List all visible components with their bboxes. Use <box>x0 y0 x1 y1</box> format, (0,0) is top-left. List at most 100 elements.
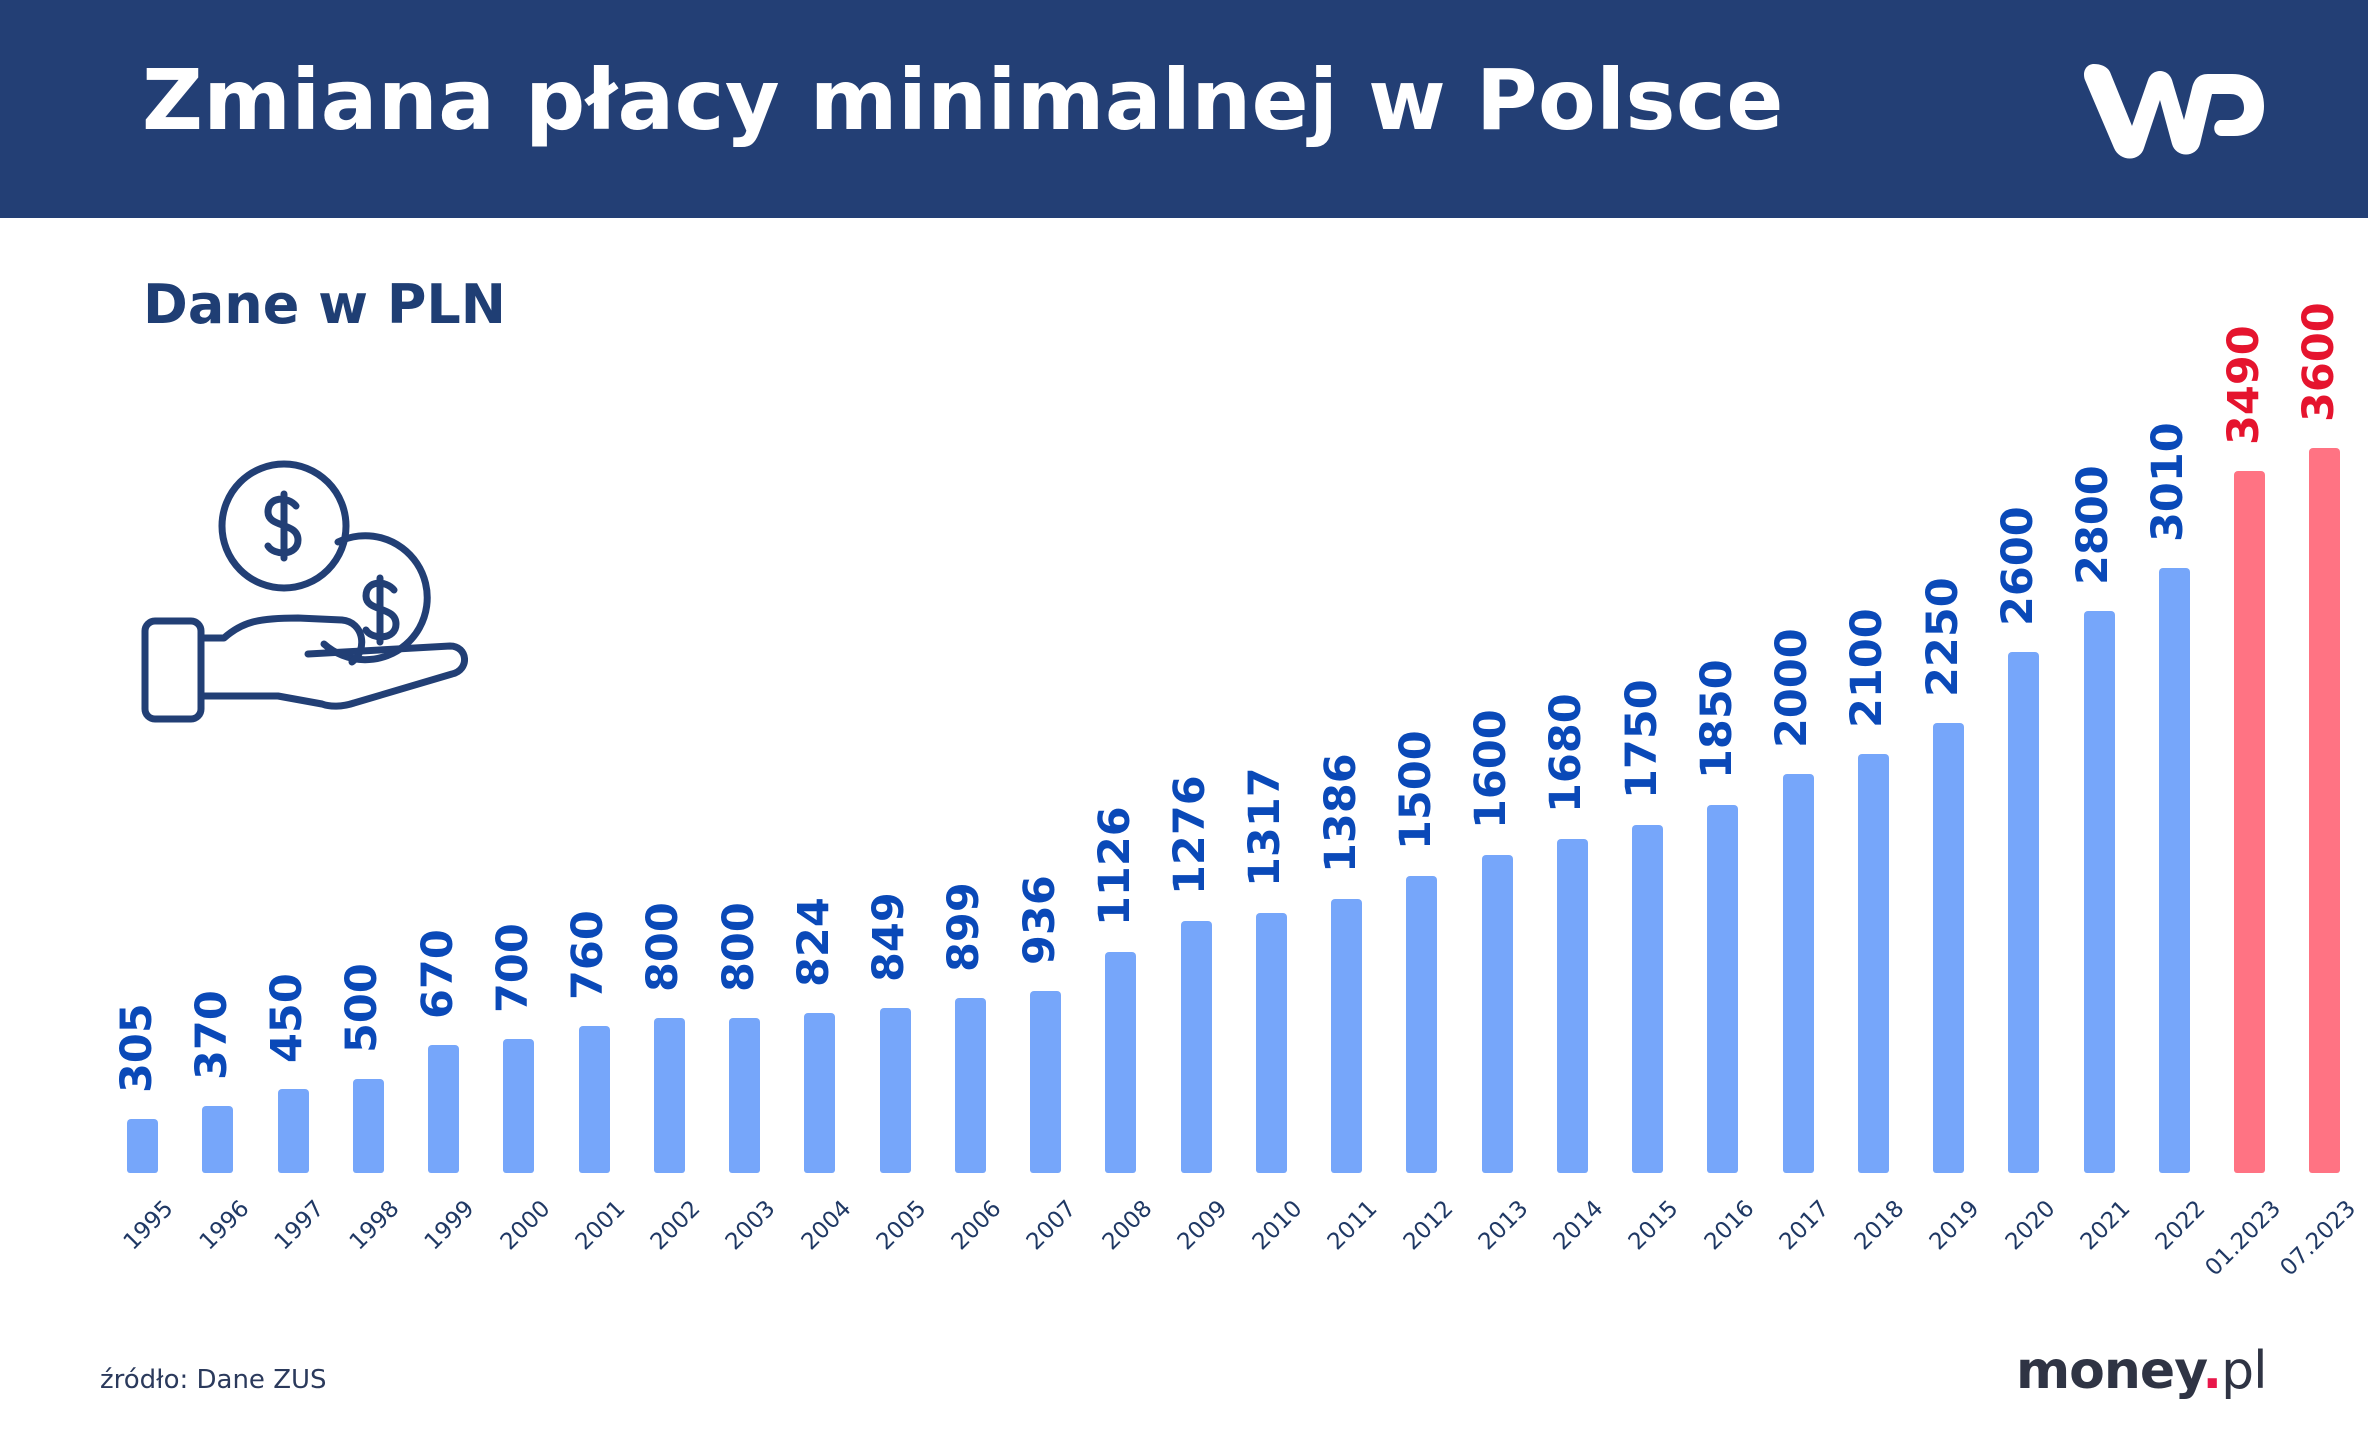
value-label-text: 305 <box>111 1003 162 1093</box>
bar-2020 <box>2008 651 2040 1173</box>
x-axis-label-text: 2000 <box>495 1195 556 1256</box>
value-label-text: 936 <box>1014 874 1065 965</box>
value-label-text: 1750 <box>1616 679 1667 799</box>
bar-2008 <box>1105 951 1137 1173</box>
bar-2013 <box>1481 855 1513 1173</box>
x-axis-label-text: 2002 <box>645 1195 706 1256</box>
bar-2019 <box>1933 723 1964 1173</box>
bar-2016 <box>1707 804 1739 1173</box>
x-axis-label-text: 2015 <box>1624 1195 1684 1256</box>
hand-holding-coins-icon <box>141 460 468 723</box>
x-axis-label-text: 1995 <box>119 1195 179 1256</box>
bar-1997 <box>277 1089 309 1173</box>
value-label-text: 800 <box>713 902 764 993</box>
value-label-text: 760 <box>563 910 613 1001</box>
x-axis-label-text: 2013 <box>1473 1195 1534 1256</box>
x-axis-label-text: 07.2023 <box>2275 1195 2362 1282</box>
value-label-text: 670 <box>412 928 463 1019</box>
value-label-text: 3490 <box>2218 325 2269 445</box>
x-axis-label-text: 1999 <box>420 1195 480 1256</box>
bar-2015 <box>1632 824 1663 1173</box>
value-label-text: 2800 <box>2068 465 2118 586</box>
bar-2005 <box>879 1008 911 1173</box>
bar-2018 <box>1857 753 1889 1173</box>
x-axis-label-text: 2004 <box>796 1195 857 1256</box>
x-axis-label-text: 01.2023 <box>2200 1195 2286 1282</box>
bar-01.2023 <box>2234 470 2265 1173</box>
x-axis-label-text: 2020 <box>2000 1195 2061 1256</box>
x-axis-label-text: 2018 <box>1849 1195 1910 1256</box>
value-label-text: 1126 <box>1089 806 1140 926</box>
x-axis-label-text: 2009 <box>1172 1195 1233 1256</box>
bar-2006 <box>954 998 986 1173</box>
bar-2007 <box>1030 990 1061 1173</box>
value-label-text: 1317 <box>1240 767 1291 887</box>
value-label-text: 1850 <box>1691 658 1742 779</box>
value-label-text: 800 <box>638 902 689 993</box>
x-axis-label-text: 2001 <box>570 1195 631 1256</box>
bar-2004 <box>804 1013 836 1173</box>
x-axis-label-text: 2012 <box>1398 1195 1459 1256</box>
source-note: źródło: Dane ZUS <box>100 1365 327 1395</box>
x-axis-label-text: 2003 <box>721 1195 781 1256</box>
value-label-text: 1500 <box>1390 730 1441 850</box>
bar-1998 <box>352 1079 384 1173</box>
bar-2009 <box>1180 921 1212 1173</box>
bar-2017 <box>1782 774 1814 1173</box>
wp-logo-icon <box>2084 64 2264 159</box>
bar-2014 <box>1556 839 1588 1173</box>
value-label-text: 1386 <box>1315 753 1366 873</box>
value-label-text: 1680 <box>1541 693 1592 814</box>
value-label-text: 2250 <box>1917 577 1968 698</box>
x-axis-label-text: 2007 <box>1022 1195 1082 1256</box>
value-label-text: 450 <box>262 973 312 1064</box>
x-axis-label-text: 2019 <box>1925 1195 1985 1256</box>
x-axis-label-text: 2005 <box>871 1195 932 1256</box>
bar-2000 <box>503 1038 535 1173</box>
header-bar: Zmiana płacy minimalnej w Polsce <box>0 0 2368 218</box>
x-axis-label-text: 1997 <box>269 1195 330 1256</box>
bar-2003 <box>729 1018 760 1173</box>
x-axis-label-text: 2016 <box>1699 1195 1760 1256</box>
value-label-text: 824 <box>788 897 839 988</box>
value-label-text: 3010 <box>2143 422 2194 543</box>
page-title: Zmiana płacy minimalnej w Polsce <box>142 51 1784 149</box>
bar-2011 <box>1331 898 1362 1173</box>
bar-1999 <box>428 1044 459 1173</box>
bar-2021 <box>2083 611 2115 1173</box>
value-label-text: 500 <box>337 963 388 1054</box>
money-pl-logo: money.pl <box>2016 1345 2268 1397</box>
x-axis-label-text: 2010 <box>1247 1195 1308 1256</box>
x-axis-label-text: 2011 <box>1323 1195 1383 1256</box>
x-axis-label-text: 2006 <box>946 1195 1007 1256</box>
value-label-text: 370 <box>186 989 237 1080</box>
value-label-text: 1276 <box>1165 775 1215 896</box>
bar-1996 <box>202 1105 234 1173</box>
bar-1995 <box>127 1118 158 1173</box>
bar-2002 <box>653 1018 685 1173</box>
value-label-text: 2000 <box>1767 628 1817 748</box>
bar-2010 <box>1255 912 1287 1173</box>
brand-dot: . <box>2202 1341 2222 1401</box>
value-label-text: 700 <box>487 922 538 1013</box>
x-axis-label-text: 2008 <box>1097 1195 1158 1256</box>
x-axis-label-text: 1996 <box>194 1195 255 1256</box>
value-label-text: 2600 <box>1992 506 2043 626</box>
x-axis-label-text: 1998 <box>344 1195 405 1256</box>
x-axis-label-text: 2021 <box>2075 1195 2136 1256</box>
x-axis-label-text: 2017 <box>1774 1195 1835 1256</box>
bar-2012 <box>1406 875 1438 1173</box>
value-label-text: 1600 <box>1466 709 1516 830</box>
value-label-text: 899 <box>939 882 990 973</box>
value-label-text: 3600 <box>2293 302 2344 423</box>
value-label-text: 2100 <box>1842 607 1893 728</box>
brand-name: money <box>2016 1341 2203 1401</box>
value-label-text: 849 <box>864 892 914 983</box>
chart-subtitle: Dane w PLN <box>143 273 506 336</box>
x-axis-label-text: 2014 <box>1548 1195 1609 1256</box>
bar-2001 <box>578 1026 610 1173</box>
x-axis-label-text: 2022 <box>2150 1195 2211 1256</box>
bar-07.2023 <box>2309 448 2341 1173</box>
bar-2022 <box>2158 568 2190 1173</box>
